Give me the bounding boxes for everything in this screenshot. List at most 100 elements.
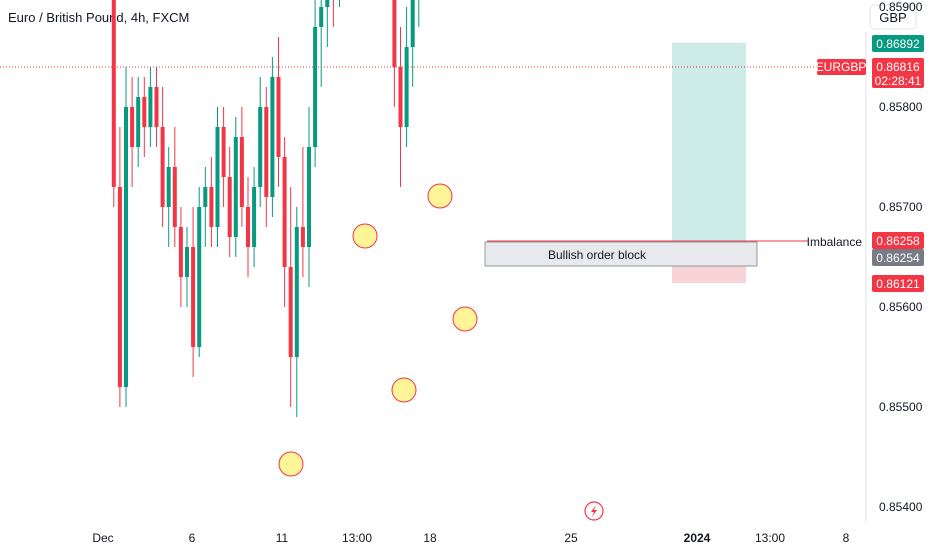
candle <box>233 117 238 257</box>
candle-body <box>160 127 165 207</box>
candle-body <box>276 77 281 157</box>
candle <box>185 227 189 307</box>
candle <box>398 27 403 187</box>
time-tick-label: 13:00 <box>342 531 372 545</box>
candle-body <box>191 247 196 347</box>
currency-label: GBP <box>879 10 906 25</box>
candle-body <box>136 97 141 147</box>
event-flash-icon[interactable] <box>584 501 604 521</box>
last-price: 0.86816 <box>876 60 920 74</box>
candle-body <box>294 227 299 357</box>
candle <box>313 0 318 167</box>
candle-body <box>166 167 171 207</box>
candle-body <box>325 0 330 7</box>
candle-body <box>404 47 409 127</box>
candle-body <box>410 0 415 47</box>
take-profit-zone[interactable] <box>672 43 746 241</box>
candle <box>307 107 311 287</box>
time-tick-label: Dec <box>92 531 113 545</box>
candle-body <box>233 137 238 237</box>
order-block-label: Bullish order block <box>548 248 647 262</box>
candle-body <box>178 227 183 277</box>
price-tick-label: 0.85800 <box>879 100 923 114</box>
candle-body <box>148 87 153 127</box>
candle <box>404 7 409 147</box>
candle-body <box>227 177 232 237</box>
imbalance-price-badge: 0.86258 <box>872 232 924 249</box>
candle-body <box>300 227 305 247</box>
candle <box>124 67 128 407</box>
candle <box>264 87 269 227</box>
candle <box>136 77 141 167</box>
currency-button[interactable]: GBP <box>869 4 917 30</box>
candle <box>111 0 116 207</box>
time-tick-label: 13:00 <box>755 531 785 545</box>
highlight-circle-low-3 <box>452 306 478 332</box>
candle <box>203 167 208 247</box>
candle-body <box>185 247 189 277</box>
candle <box>282 137 287 307</box>
candle <box>227 147 232 257</box>
time-tick-label: 2024 <box>684 531 711 545</box>
candle <box>172 127 177 247</box>
candle-body <box>197 207 202 347</box>
candle <box>191 207 196 377</box>
time-axis[interactable]: Dec 6 11 13:00 18 25 2024 13:00 8 <box>92 531 849 545</box>
candle <box>117 127 122 407</box>
candles <box>111 0 420 417</box>
order-block-price: 0.86254 <box>876 251 920 265</box>
candle-body <box>258 107 263 187</box>
price-axis[interactable]: 0.867000.866000.865000.864000.863000.862… <box>879 0 923 514</box>
highlight-circle-low-1 <box>278 451 304 477</box>
candle-body <box>264 107 269 197</box>
candle-body <box>130 107 135 147</box>
candle <box>258 77 263 207</box>
candle-body <box>111 0 116 187</box>
candle-body <box>288 267 293 357</box>
time-tick-label: 8 <box>843 531 850 545</box>
candle <box>160 87 165 227</box>
order-block-price-badge: 0.86254 <box>872 249 924 266</box>
symbol-badge: EURGBP <box>816 59 866 75</box>
candle <box>246 177 250 277</box>
candle-body <box>142 97 147 127</box>
price-tick-label: 0.85900 <box>879 0 923 14</box>
candle <box>148 67 153 147</box>
highlight-markers <box>278 183 478 477</box>
candle <box>215 107 220 247</box>
time-tick-label: 25 <box>564 531 578 545</box>
candle-body <box>270 77 275 197</box>
imbalance-label: Imbalance <box>807 235 863 249</box>
time-tick-label: 18 <box>423 531 437 545</box>
candle-body <box>209 187 214 227</box>
take-profit-price-badge: 0.86892 <box>872 35 924 52</box>
candle-body <box>319 7 324 27</box>
candle-body <box>172 167 177 227</box>
candle <box>197 187 202 357</box>
imbalance-price: 0.86258 <box>876 234 920 248</box>
candle <box>276 37 281 187</box>
candle <box>294 207 299 417</box>
candle <box>166 147 171 247</box>
candle-body <box>252 187 257 247</box>
candle <box>178 207 183 307</box>
candle-body <box>154 87 159 127</box>
candle-body <box>215 127 220 227</box>
candle <box>319 0 324 87</box>
candle-body <box>117 187 122 387</box>
candle <box>130 77 135 187</box>
candle <box>221 107 226 207</box>
order-block-box[interactable] <box>484 241 758 267</box>
candle <box>410 0 415 87</box>
candle <box>288 187 293 407</box>
price-tick-label: 0.85400 <box>879 500 923 514</box>
candle-body <box>239 137 244 207</box>
take-profit-price: 0.86892 <box>876 37 920 51</box>
candle <box>325 0 330 47</box>
highlight-circle-high-2 <box>427 183 453 209</box>
candle <box>252 167 257 267</box>
candle <box>239 107 244 227</box>
candle <box>332 0 334 27</box>
candle-body <box>313 27 318 147</box>
